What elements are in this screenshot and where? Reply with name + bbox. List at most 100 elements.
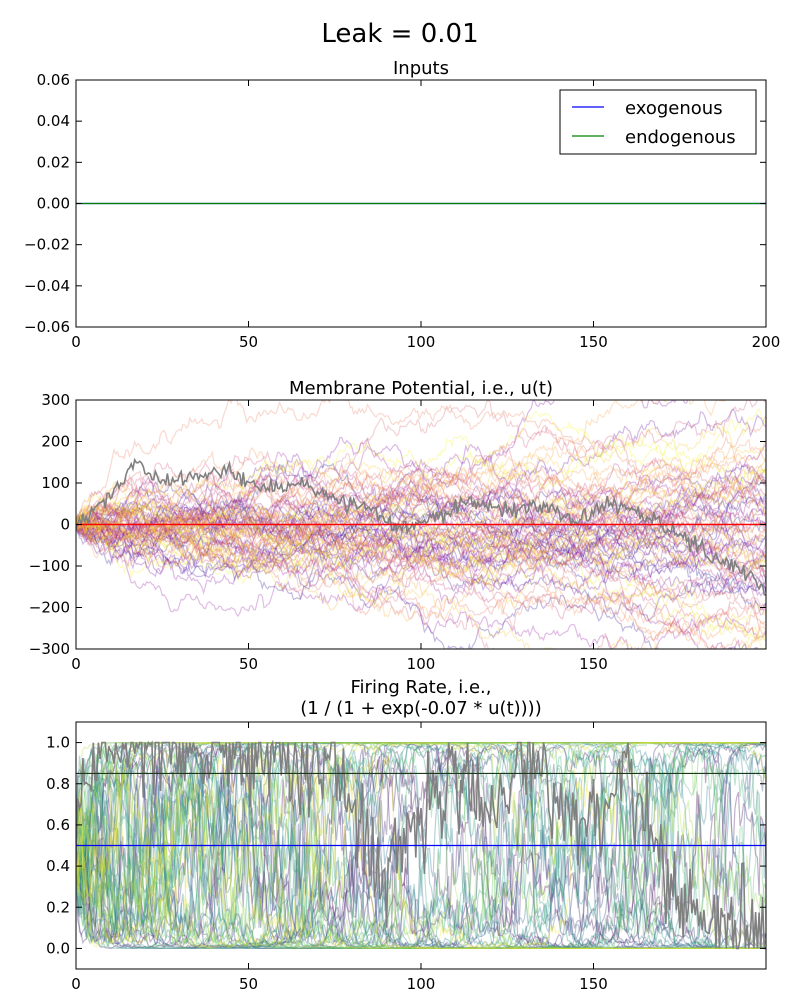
- membrane-trace: [76, 462, 766, 570]
- firing-trace: [76, 743, 766, 950]
- membrane-trace: [76, 400, 726, 543]
- membrane-trace: [76, 497, 766, 649]
- firing-trace: [76, 742, 766, 949]
- firing-xtick-label: 0: [71, 975, 81, 993]
- firing-trace: [76, 758, 766, 949]
- firing-xtick-label: 50: [239, 975, 258, 993]
- membrane-ytick-label: 300: [41, 391, 70, 409]
- firing-trace: [76, 745, 766, 950]
- membrane-trace: [76, 400, 766, 540]
- membrane-ytick-label: 200: [41, 433, 70, 451]
- inputs-xtick-label: 200: [752, 333, 781, 351]
- membrane-trace: [76, 456, 766, 531]
- membrane-trace: [76, 523, 766, 623]
- membrane-trace: [76, 500, 766, 566]
- firing-trace: [76, 742, 766, 950]
- membrane-trace: [76, 496, 766, 556]
- membrane-trace: [76, 520, 766, 649]
- firing-panel: Firing Rate, i.e., (1 / (1 + exp(-0.07 *…: [46, 677, 767, 993]
- membrane-trace: [76, 500, 766, 605]
- firing-trace: [76, 742, 766, 950]
- legend-label-endogenous: endogenous: [625, 127, 736, 148]
- membrane-trace: [76, 463, 766, 565]
- firing-trace: [76, 741, 766, 926]
- firing-trace: [76, 772, 766, 949]
- membrane-trace: [76, 502, 766, 643]
- membrane-trace: [76, 471, 766, 563]
- membrane-trace: [76, 421, 766, 526]
- firing-trace: [76, 789, 766, 950]
- firing-xtick-label: 100: [407, 975, 436, 993]
- membrane-trace: [76, 479, 766, 613]
- firing-title-line2: (1 / (1 + exp(-0.07 * u(t)))): [300, 698, 541, 719]
- firing-trace: [76, 741, 766, 927]
- firing-highlight-trace: [76, 739, 766, 950]
- membrane-trace: [76, 511, 766, 589]
- firing-ytick-label: 0.2: [46, 898, 70, 916]
- membrane-xtick-label: 0: [71, 655, 81, 673]
- firing-trace: [76, 741, 766, 950]
- inputs-xtick-label: 100: [407, 333, 436, 351]
- firing-trace: [76, 741, 766, 945]
- firing-trace: [76, 750, 766, 949]
- membrane-panel: Membrane Potential, i.e., u(t) 0 50 100 150…: [29, 378, 767, 673]
- membrane-trace: [76, 518, 766, 629]
- membrane-trace: [76, 518, 766, 646]
- membrane-trace: [76, 520, 766, 574]
- membrane-trace: [76, 410, 766, 553]
- firing-ytick-label: 1.0: [46, 734, 70, 752]
- membrane-trace: [76, 512, 766, 649]
- firing-trace: [76, 742, 766, 949]
- firing-trace: [76, 741, 766, 943]
- membrane-trace: [76, 515, 759, 649]
- membrane-ytick-label: −100: [29, 557, 70, 575]
- firing-trace: [76, 742, 766, 895]
- membrane-ytick-label: −300: [29, 640, 70, 658]
- firing-trace: [76, 743, 766, 949]
- membrane-trace: [76, 468, 766, 561]
- figure-title: Leak = 0.01: [321, 19, 478, 49]
- membrane-trace: [76, 444, 766, 563]
- membrane-trace: [76, 468, 766, 577]
- membrane-trace: [76, 443, 766, 569]
- firing-trace: [76, 742, 766, 950]
- firing-trace: [76, 742, 766, 949]
- membrane-trace: [76, 477, 766, 579]
- firing-trace: [76, 743, 766, 950]
- firing-trace: [76, 753, 766, 950]
- firing-trace: [76, 741, 766, 946]
- inputs-xtick-label: 0: [71, 333, 81, 351]
- firing-trace: [76, 798, 766, 949]
- membrane-trace: [76, 465, 766, 545]
- membrane-trace: [76, 456, 766, 536]
- membrane-trace: [76, 505, 766, 582]
- firing-trace: [76, 744, 766, 949]
- membrane-trace: [76, 408, 766, 543]
- firing-xtick-label: 150: [579, 975, 608, 993]
- firing-trace: [76, 743, 766, 949]
- firing-trace: [76, 743, 766, 926]
- membrane-trace: [76, 507, 766, 604]
- membrane-trace: [76, 444, 766, 589]
- membrane-trace: [76, 408, 766, 553]
- inputs-panel: Inputs 0 50 100 150 200 −0.06 −0.04 −0.02 0.00 0.…: [24, 58, 780, 351]
- membrane-trace: [76, 496, 766, 573]
- membrane-trace: [76, 464, 766, 572]
- firing-trace: [76, 741, 766, 949]
- membrane-trace: [76, 461, 766, 579]
- firing-ytick-label: 0.4: [46, 857, 70, 875]
- membrane-trace: [76, 497, 766, 593]
- membrane-trace: [76, 502, 766, 616]
- firing-title-line1: Firing Rate, i.e.,: [351, 677, 492, 698]
- membrane-trace: [76, 484, 766, 583]
- membrane-trace: [76, 521, 766, 649]
- membrane-trace: [76, 400, 766, 528]
- firing-trace: [76, 741, 766, 949]
- firing-trace: [76, 747, 766, 950]
- membrane-trace: [76, 516, 766, 634]
- membrane-trace: [76, 470, 766, 575]
- inputs-ytick-label: 0.04: [37, 112, 70, 130]
- membrane-title: Membrane Potential, i.e., u(t): [289, 378, 553, 399]
- membrane-trace: [76, 517, 766, 588]
- firing-trace: [76, 741, 766, 950]
